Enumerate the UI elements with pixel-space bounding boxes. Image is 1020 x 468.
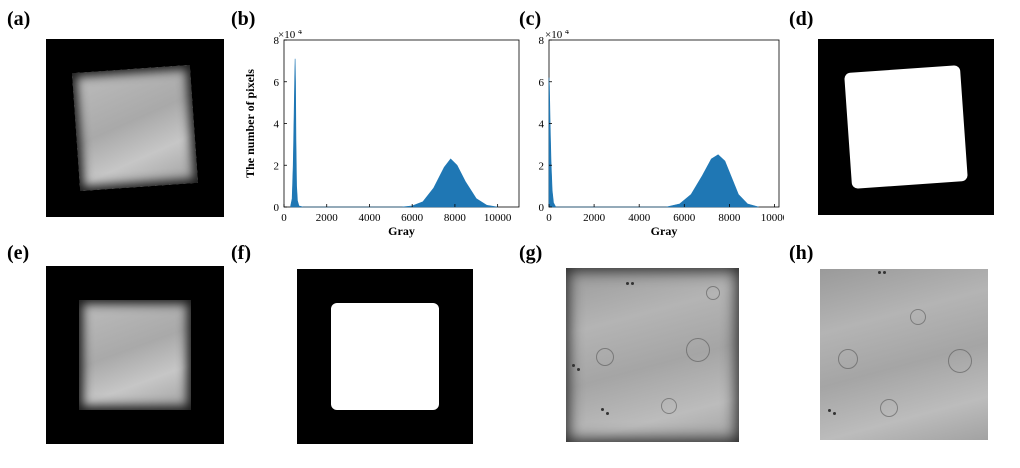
defect-dot — [883, 271, 886, 274]
ring-artifact — [910, 309, 926, 325]
panel-label-e: (e) — [7, 242, 30, 264]
y-axis-label: The number of pixels — [243, 69, 257, 178]
histogram-series-0 — [548, 77, 759, 208]
x-tick-label: 10000 — [484, 212, 512, 224]
y-multiplier-exp-c: 4 — [565, 30, 569, 36]
image-d-binary-mask — [818, 39, 994, 215]
ring-artifact — [880, 399, 898, 417]
plot-frame-c — [548, 39, 780, 208]
defect-dot — [606, 412, 609, 415]
x-axis-label: Gray — [388, 224, 415, 238]
ring-artifact — [596, 348, 614, 366]
mask-region — [331, 303, 439, 410]
y-tick-label: 0 — [274, 202, 280, 214]
ring-artifact — [686, 338, 710, 362]
y-multiplier-c: ×10 — [545, 30, 563, 41]
panel-label-c: (c) — [519, 8, 542, 30]
defect-dot — [601, 408, 604, 411]
y-tick-label: 8 — [539, 35, 545, 47]
ring-artifact — [948, 349, 972, 373]
y-tick-label: 2 — [274, 160, 280, 172]
x-axis-label: Gray — [651, 224, 678, 238]
defect-dot — [631, 282, 634, 285]
panel-label-h: (h) — [789, 242, 814, 264]
ring-artifact — [838, 349, 858, 369]
x-tick-label: 6000 — [401, 212, 424, 224]
defect-dot — [626, 282, 629, 285]
sample-region — [79, 300, 191, 410]
plot-frame-b — [283, 39, 520, 208]
x-tick-label: 0 — [546, 212, 552, 224]
y-multiplier-exp-b: 4 — [298, 30, 302, 36]
histogram-b: 0 2000 4000 6000 8000 10000 0 2 4 6 8 Gray The numbe… — [243, 30, 520, 238]
y-tick-label: 2 — [539, 160, 545, 172]
y-tick-label: 0 — [539, 202, 545, 214]
sample-region — [72, 65, 198, 191]
x-tick-label: 2000 — [583, 212, 606, 224]
x-tick-label: 10000 — [761, 212, 784, 224]
x-tick-label: 4000 — [628, 212, 651, 224]
x-tick-label: 0 — [281, 212, 287, 224]
image-f-binary-mask — [297, 269, 473, 444]
defect-dot — [833, 412, 836, 415]
y-tick-label: 4 — [274, 119, 280, 131]
x-tick-label: 4000 — [358, 212, 381, 224]
panel-label-d: (d) — [789, 8, 814, 30]
defect-dot — [572, 364, 575, 367]
defect-dot — [577, 368, 580, 371]
histogram-c: 0 2000 4000 6000 8000 10000 0 2 4 6 8 Gray ×10 4 — [539, 30, 785, 238]
ring-artifact — [661, 398, 677, 414]
histogram-series-0 — [290, 58, 498, 208]
panel-label-a: (a) — [7, 8, 31, 30]
y-multiplier-b: ×10 — [278, 30, 296, 41]
defect-dot — [828, 409, 831, 412]
y-tick-label: 8 — [274, 35, 280, 47]
y-tick-label: 6 — [539, 77, 545, 89]
x-tick-label: 2000 — [316, 212, 339, 224]
panel-label-g: (g) — [519, 242, 543, 264]
defect-dot — [878, 271, 881, 274]
image-a-raw-sample — [46, 39, 224, 217]
panel-label-f: (f) — [231, 242, 251, 264]
image-e-corrected-sample — [46, 266, 224, 444]
image-g-cropped-sample — [566, 268, 739, 442]
ring-artifact — [706, 286, 720, 300]
y-tick-label: 6 — [274, 77, 280, 89]
x-tick-label: 8000 — [444, 212, 467, 224]
x-tick-label: 8000 — [718, 212, 741, 224]
mask-region — [844, 65, 968, 189]
image-h-final-sample — [820, 269, 988, 440]
x-tick-label: 6000 — [673, 212, 696, 224]
y-tick-label: 4 — [539, 119, 545, 131]
panel-label-b: (b) — [231, 8, 256, 30]
